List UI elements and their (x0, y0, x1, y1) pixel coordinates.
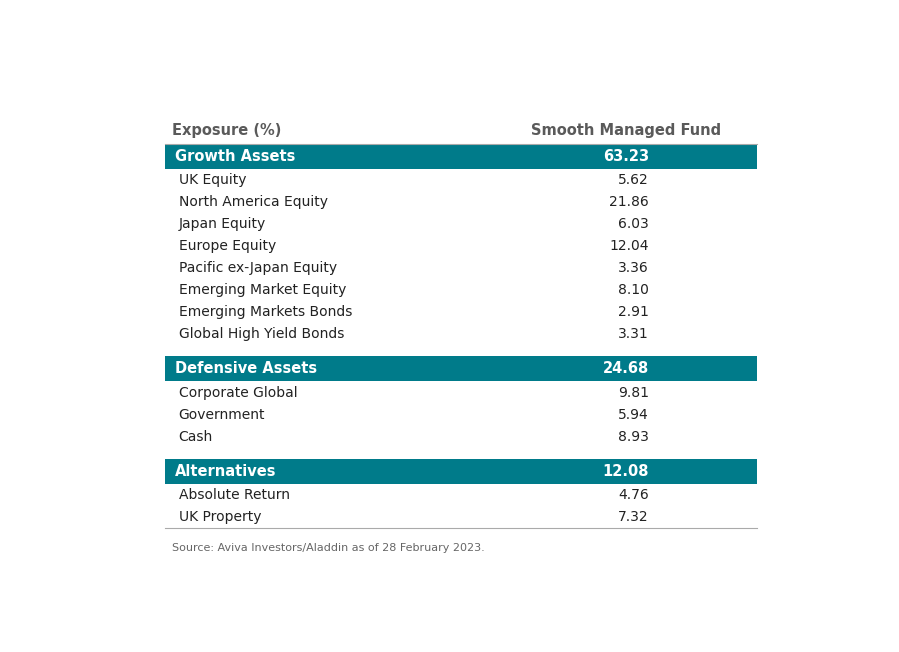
Text: Emerging Market Equity: Emerging Market Equity (179, 283, 346, 297)
Text: 21.86: 21.86 (610, 195, 649, 209)
Text: Corporate Global: Corporate Global (179, 385, 298, 400)
Text: North America Equity: North America Equity (179, 195, 327, 209)
Text: Europe Equity: Europe Equity (179, 239, 276, 253)
Text: 6.03: 6.03 (619, 217, 649, 231)
Bar (165, 357, 757, 381)
Text: 3.36: 3.36 (619, 261, 649, 275)
Text: UK Equity: UK Equity (179, 173, 246, 186)
Text: 8.93: 8.93 (618, 430, 649, 444)
Text: 7.32: 7.32 (619, 510, 649, 524)
Text: Source: Aviva Investors/Aladdin as of 28 February 2023.: Source: Aviva Investors/Aladdin as of 28… (172, 543, 485, 553)
Text: Global High Yield Bonds: Global High Yield Bonds (179, 327, 344, 341)
Text: Japan Equity: Japan Equity (179, 217, 266, 231)
Text: 12.08: 12.08 (602, 464, 649, 479)
Text: 2.91: 2.91 (618, 305, 649, 319)
Text: 63.23: 63.23 (602, 149, 649, 164)
Text: 12.04: 12.04 (610, 239, 649, 253)
Text: Defensive Assets: Defensive Assets (175, 361, 317, 376)
Text: 3.31: 3.31 (619, 327, 649, 341)
Text: 8.10: 8.10 (618, 283, 649, 297)
Text: 9.81: 9.81 (618, 385, 649, 400)
Text: 24.68: 24.68 (602, 361, 649, 376)
Text: 5.94: 5.94 (619, 408, 649, 422)
Text: 5.62: 5.62 (619, 173, 649, 186)
Text: UK Property: UK Property (179, 510, 261, 524)
Text: Pacific ex-Japan Equity: Pacific ex-Japan Equity (179, 261, 337, 275)
Text: Exposure (%): Exposure (%) (172, 123, 281, 138)
Bar (165, 459, 757, 484)
Text: Alternatives: Alternatives (175, 464, 277, 479)
Text: Smooth Managed Fund: Smooth Managed Fund (531, 123, 721, 138)
Text: Growth Assets: Growth Assets (175, 149, 296, 164)
Text: 4.76: 4.76 (619, 488, 649, 502)
Bar (165, 143, 757, 169)
Text: Absolute Return: Absolute Return (179, 488, 289, 502)
Text: Government: Government (179, 408, 265, 422)
Text: Cash: Cash (179, 430, 213, 444)
Text: Emerging Markets Bonds: Emerging Markets Bonds (179, 305, 352, 319)
